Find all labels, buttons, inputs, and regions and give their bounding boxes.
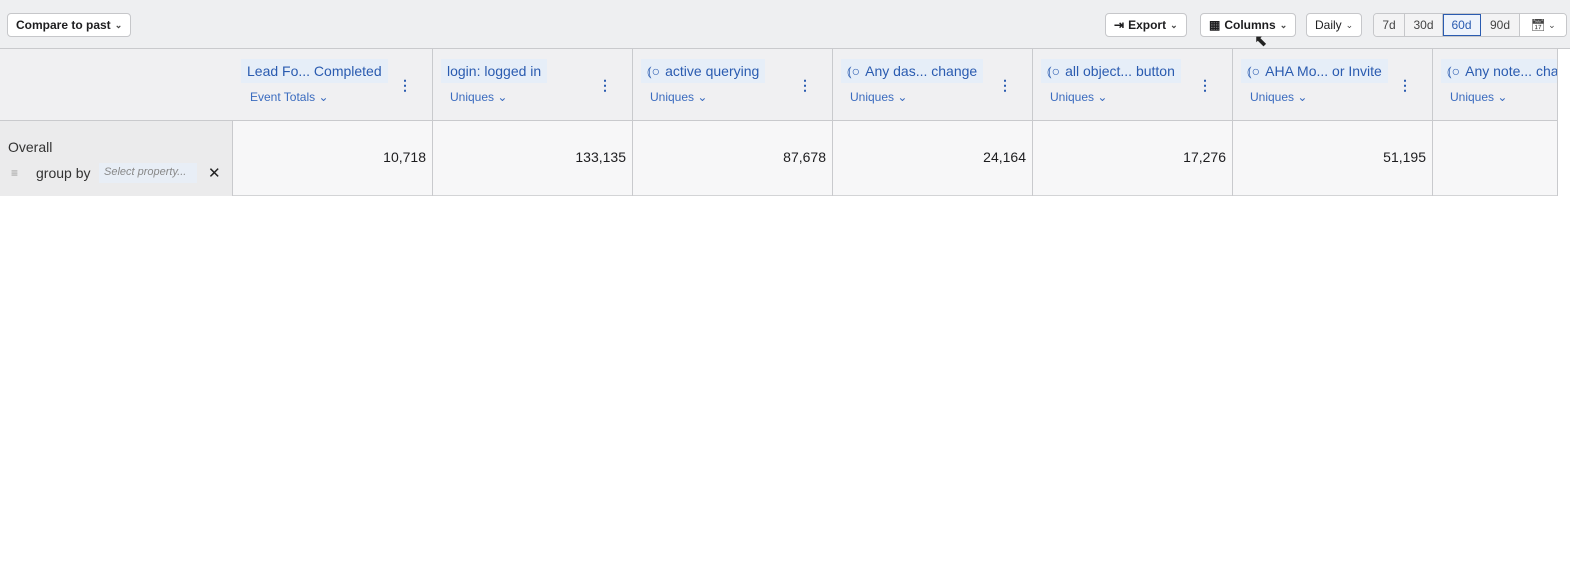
range-7d[interactable]: 7d <box>1374 14 1405 36</box>
column-title[interactable]: ⦅○ all object... button <box>1041 59 1181 83</box>
cell-value: 87,678 <box>783 149 826 165</box>
metric-select[interactable]: Uniques ⌄ <box>1250 90 1307 104</box>
metric-select[interactable]: Uniques ⌄ <box>850 90 907 104</box>
column-title[interactable]: login: logged in <box>441 59 548 83</box>
column-3: ⦅○ active querying Uniques ⌄ ⋮ 87,678 <box>633 49 833 196</box>
chevron-down-icon: ⌄ <box>497 90 508 104</box>
group-by-label: group by <box>36 165 91 181</box>
cell-value: 10,718 <box>383 149 426 165</box>
more-options-icon[interactable]: ⋮ <box>598 77 612 93</box>
toolbar: Compare to past ⌄ ⇥ Export ⌄ ▦ Columns ⌄ Dail… <box>0 0 1570 49</box>
chevron-down-icon: ⌄ <box>1170 19 1178 30</box>
chevron-down-icon: ⌄ <box>1297 90 1308 104</box>
more-options-icon[interactable]: ⋮ <box>998 77 1012 93</box>
date-range-selector: 7d 30d 60d 90d 📅︎ ⌄ <box>1373 13 1567 37</box>
more-options-icon[interactable]: ⋮ <box>398 77 412 93</box>
cell-value: 51,195 <box>1383 149 1426 165</box>
column-title[interactable]: ⦅○ AHA Mo... or Invite <box>1241 59 1388 83</box>
column-title[interactable]: Lead Fo... Completed <box>241 59 388 83</box>
metric-label: Event Totals <box>250 90 316 104</box>
table-columns-icon: ▦ <box>1209 18 1221 32</box>
column-title-text: Lead Fo... Completed <box>247 63 382 79</box>
custom-event-icon: ⦅○ <box>1447 62 1461 79</box>
metric-select[interactable]: Uniques ⌄ <box>1050 90 1107 104</box>
chevron-down-icon: ⌄ <box>897 90 908 104</box>
chevron-down-icon: ⌄ <box>1345 19 1354 30</box>
column-title-text: login: logged in <box>447 63 542 79</box>
metric-label: Uniques <box>1450 90 1495 104</box>
chevron-down-icon: ⌄ <box>697 90 708 104</box>
calendar-button[interactable]: 📅︎ ⌄ <box>1520 14 1566 36</box>
more-options-icon[interactable]: ⋮ <box>798 77 812 93</box>
chevron-down-icon: ⌄ <box>1097 90 1108 104</box>
close-icon[interactable]: ✕ <box>208 165 221 182</box>
data-row <box>0 121 1558 196</box>
metric-label: Uniques <box>650 90 695 104</box>
row-label: Overall <box>8 139 53 155</box>
custom-event-icon: ⦅○ <box>1247 62 1261 79</box>
columns-label: Columns <box>1224 18 1276 32</box>
interval-select[interactable]: Daily ⌄ <box>1306 13 1363 37</box>
export-icon: ⇥ <box>1114 18 1125 32</box>
row-label-cell: Overall ≡ group by Select property... ✕ <box>0 121 233 196</box>
column-2: login: logged in Uniques ⌄ ⋮ 133,135 <box>433 49 633 196</box>
export-button[interactable]: ⇥ Export ⌄ <box>1105 13 1187 37</box>
column-title[interactable]: ⦅○ active querying <box>641 59 766 83</box>
custom-event-icon: ⦅○ <box>1047 62 1061 79</box>
cell-value: 133,135 <box>575 149 626 165</box>
range-30d[interactable]: 30d <box>1405 14 1443 36</box>
chevron-down-icon: ⌄ <box>1545 19 1556 30</box>
metric-select[interactable]: Uniques ⌄ <box>650 90 707 104</box>
calendar-icon: 📅︎ <box>1530 18 1546 32</box>
custom-event-icon: ⦅○ <box>647 62 661 79</box>
group-by-property-select[interactable]: Select property... <box>99 163 197 183</box>
table-edge <box>1557 49 1558 196</box>
metric-label: Uniques <box>1050 90 1095 104</box>
column-title-text: Any note... cha <box>1465 63 1557 79</box>
column-title-text: all object... button <box>1065 63 1175 79</box>
column-title-text: AHA Mo... or Invite <box>1265 63 1382 79</box>
metric-label: Uniques <box>1250 90 1295 104</box>
chevron-down-icon: ⌄ <box>318 90 329 104</box>
export-label: Export <box>1128 18 1167 32</box>
cell-value: 24,164 <box>983 149 1026 165</box>
interval-label: Daily <box>1315 18 1342 32</box>
column-1: Lead Fo... Completed Event Totals ⌄ ⋮ 10… <box>233 49 433 196</box>
results-table: Overall ≡ group by Select property... ✕ … <box>0 49 1570 197</box>
column-title-text: active querying <box>665 63 760 79</box>
compare-label: Compare to past <box>16 18 111 32</box>
column-7: ⦅○ Any note... cha Uniques ⌄ <box>1433 49 1557 196</box>
metric-label: Uniques <box>450 90 495 104</box>
range-60d[interactable]: 60d <box>1443 14 1481 36</box>
chevron-down-icon: ⌄ <box>1497 90 1508 104</box>
cell-value: 17,276 <box>1183 149 1226 165</box>
metric-select[interactable]: Event Totals ⌄ <box>250 90 329 104</box>
column-title-text: Any das... change <box>865 63 978 79</box>
column-title[interactable]: ⦅○ Any note... cha <box>1441 59 1557 83</box>
metric-select[interactable]: Uniques ⌄ <box>450 90 507 104</box>
column-5: ⦅○ all object... button Uniques ⌄ ⋮ 17,27… <box>1033 49 1233 196</box>
columns-button[interactable]: ▦ Columns ⌄ <box>1200 13 1297 37</box>
column-6: ⦅○ AHA Mo... or Invite Uniques ⌄ ⋮ 51,195 <box>1233 49 1433 196</box>
custom-event-icon: ⦅○ <box>847 62 861 79</box>
metric-select[interactable]: Uniques ⌄ <box>1450 90 1507 104</box>
more-options-icon[interactable]: ⋮ <box>1398 77 1412 93</box>
more-options-icon[interactable]: ⋮ <box>1198 77 1212 93</box>
range-90d[interactable]: 90d <box>1481 14 1520 36</box>
chevron-down-icon: ⌄ <box>1279 19 1288 30</box>
mouse-cursor-icon: ⬉ <box>1254 33 1268 50</box>
chevron-down-icon: ⌄ <box>114 19 123 30</box>
drag-handle-icon[interactable]: ≡ <box>11 166 19 180</box>
compare-to-past-button[interactable]: Compare to past ⌄ <box>7 13 132 37</box>
metric-label: Uniques <box>850 90 895 104</box>
column-4: ⦅○ Any das... change Uniques ⌄ ⋮ 24,164 <box>833 49 1033 196</box>
column-title[interactable]: ⦅○ Any das... change <box>841 59 984 83</box>
